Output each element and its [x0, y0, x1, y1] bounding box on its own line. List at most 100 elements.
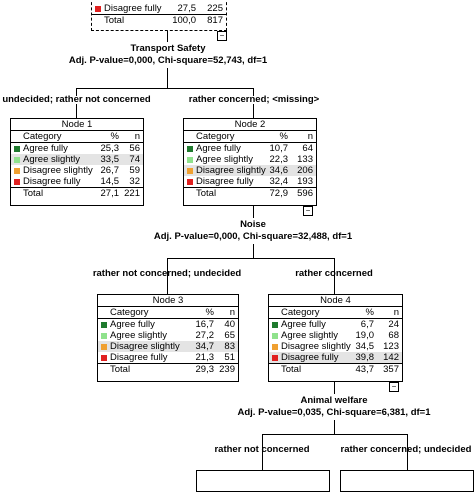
edge-node2-link	[253, 104, 254, 118]
split-statistics-1: Adj. P-value=0,000, Chi-square=52,743, d…	[68, 55, 268, 66]
total-percent: 27,1	[100, 188, 120, 199]
header-category: Category	[281, 307, 320, 318]
category-label: Agree slightly	[281, 330, 339, 341]
node-3[interactable]: Node 3 Category % n Agree fully 16,7 40 …	[97, 294, 239, 382]
percent-value: 32,4	[269, 176, 289, 187]
header-category: Category	[196, 131, 235, 142]
total-percent: 29,3	[195, 364, 215, 375]
header-percent: %	[279, 131, 288, 142]
edge-node1-link	[76, 104, 77, 118]
disagree-fully-swatch	[272, 355, 278, 361]
branch-label-node1: undecided; rather not concerned	[2, 94, 151, 105]
agree-slightly-swatch	[14, 157, 20, 163]
row-agree-slightly: Agree slightly 33,5 74	[11, 154, 143, 165]
percent-value: 27,5	[177, 3, 197, 14]
total-percent: 43,7	[355, 364, 375, 375]
edge-split2-stem	[253, 244, 254, 258]
agree-fully-swatch	[101, 322, 107, 328]
category-label: Disagree fully	[281, 352, 339, 363]
percent-value: 34,6	[269, 165, 289, 176]
count-value: 123	[383, 341, 399, 352]
category-label: Disagree fully	[196, 176, 254, 187]
row-disagree-fully: Disagree fully 14,5 32	[11, 176, 143, 187]
edge-node4-stem	[334, 382, 335, 394]
row-disagree-slightly: Disagree slightly 26,7 59	[11, 165, 143, 176]
category-label: Agree slightly	[196, 154, 254, 165]
count-value: 65	[224, 330, 235, 341]
category-label: Disagree fully	[104, 3, 162, 14]
count-value: 32	[129, 176, 140, 187]
category-label: Agree fully	[196, 143, 241, 154]
edge-split2-hbar	[167, 258, 334, 259]
node-4[interactable]: Node 4 Category % n Agree fully 6,7 24 A…	[268, 294, 403, 382]
total-count: 357	[383, 364, 399, 375]
disagree-fully-swatch	[187, 179, 193, 185]
agree-fully-swatch	[272, 322, 278, 328]
node-5[interactable]	[196, 470, 330, 492]
total-label: Total	[104, 15, 125, 26]
count-value: 24	[388, 319, 399, 330]
split-statistics-3: Adj. P-value=0,035, Chi-square=6,381, df…	[237, 407, 431, 418]
percent-value: 25,3	[100, 143, 120, 154]
percent-value: 22,3	[269, 154, 289, 165]
percent-value: 16,7	[195, 319, 215, 330]
agree-fully-swatch	[14, 146, 20, 152]
percent-value: 10,7	[269, 143, 289, 154]
node-1[interactable]: Node 1 Category % n Agree fully 25,3 56 …	[10, 118, 144, 206]
total-row: Total 43,7 357	[269, 363, 402, 375]
category-label: Agree fully	[281, 319, 326, 330]
edge-node5-link	[262, 434, 263, 474]
node-title: Node 1	[11, 119, 143, 131]
category-label: Agree slightly	[23, 154, 81, 165]
disagree-fully-swatch	[14, 179, 20, 185]
edge-split1-hbar	[76, 88, 253, 89]
count-value: 40	[224, 319, 235, 330]
branch-label-node6: rather concerned; undecided	[340, 444, 472, 455]
collapse-toggle-node2[interactable]: −	[303, 206, 313, 216]
collapse-toggle-node4[interactable]: −	[389, 382, 399, 392]
agree-slightly-swatch	[187, 157, 193, 163]
edge-node4-link	[334, 258, 335, 294]
total-row: Total 29,3 239	[98, 363, 238, 375]
root-node[interactable]: Disagree fully 27,5 225 Total 100,0 817	[91, 0, 227, 31]
total-count: 221	[124, 188, 140, 199]
node-title: Node 3	[98, 295, 238, 307]
category-label: Disagree fully	[110, 352, 168, 363]
row-agree-fully: Agree fully 10,7 64	[184, 143, 316, 154]
header-category: Category	[23, 131, 62, 142]
split-statistics-2: Adj. P-value=0,000, Chi-square=32,488, d…	[153, 231, 353, 242]
category-label: Disagree fully	[23, 176, 81, 187]
total-label: Total	[110, 364, 131, 375]
total-percent: 100,0	[172, 15, 196, 26]
count-value: 206	[297, 165, 313, 176]
row-disagree-slightly: Disagree slightly 34,6 206	[184, 165, 316, 176]
total-count: 239	[219, 364, 235, 375]
percent-value: 27,2	[195, 330, 215, 341]
disagree-fully-swatch	[95, 6, 101, 12]
edge-split3-hbar	[262, 434, 407, 435]
percent-value: 34,5	[355, 341, 375, 352]
row-agree-fully: Agree fully 6,7 24	[269, 319, 402, 330]
total-row: Total 72,9 596	[184, 187, 316, 199]
percent-value: 19,0	[355, 330, 375, 341]
agree-slightly-swatch	[272, 333, 278, 339]
node-2[interactable]: Node 2 Category % n Agree fully 10,7 64 …	[183, 118, 317, 206]
root-total-row: Total 100,0 817	[92, 14, 226, 26]
header-row: Category % n	[11, 131, 143, 143]
edge-node2-stem	[253, 206, 254, 218]
branch-label-node4: rather concerned	[295, 268, 373, 279]
branch-label-node3: rather not concerned; undecided	[92, 268, 242, 279]
header-percent: %	[205, 307, 214, 318]
collapse-toggle-root[interactable]: −	[217, 31, 227, 41]
node-6[interactable]	[340, 470, 474, 492]
count-value: 64	[302, 143, 313, 154]
category-label: Disagree slightly	[281, 341, 351, 352]
row-agree-slightly: Agree slightly 27,2 65	[98, 330, 238, 341]
percent-value: 34,7	[195, 341, 215, 352]
row-agree-slightly: Agree slightly 22,3 133	[184, 154, 316, 165]
count-value: 83	[224, 341, 235, 352]
count-value: 59	[129, 165, 140, 176]
split-variable-noise: Noise	[240, 219, 266, 230]
count-value: 68	[388, 330, 399, 341]
category-label: Agree slightly	[110, 330, 168, 341]
